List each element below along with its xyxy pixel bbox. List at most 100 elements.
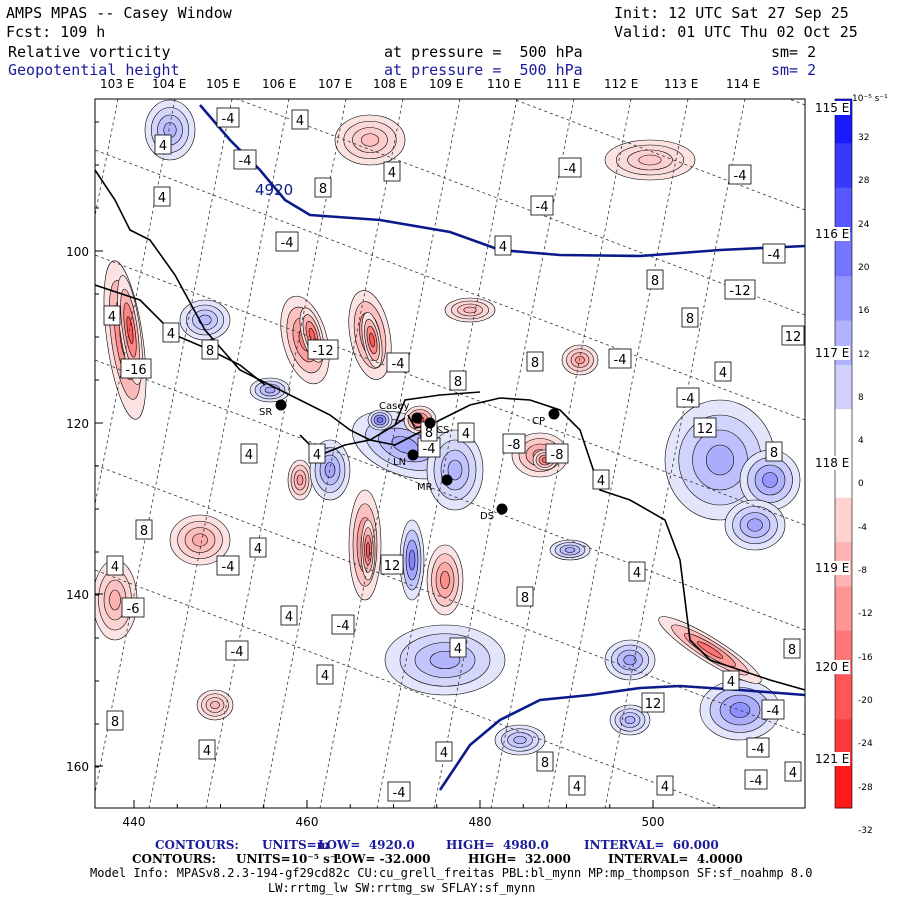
svg-text:8: 8: [788, 643, 796, 658]
contour-label: 8: [201, 339, 219, 360]
colorbar-tick-label: -24: [858, 739, 873, 750]
height-contours-interval: INTERVAL= 60.000: [584, 838, 719, 852]
station-label: CS: [436, 425, 449, 436]
lon-label: 112 E: [604, 77, 639, 91]
svg-text:-16: -16: [125, 363, 146, 378]
colorbar-segment: [835, 187, 852, 233]
contour-label: -4: [233, 149, 257, 170]
contour-label: 8: [536, 751, 554, 772]
svg-text:-4: -4: [231, 645, 244, 660]
contour-label: 4: [656, 775, 674, 796]
vorticity-contour-fill: [447, 459, 463, 481]
lat-label: 116 E: [814, 227, 851, 241]
svg-text:-4: -4: [393, 786, 406, 801]
contour-label: 4: [240, 443, 258, 464]
station-marker: [441, 474, 453, 486]
vorticity-contour-fill: [729, 702, 751, 718]
station-marker: [275, 399, 287, 411]
vorticity-contour-fill: [623, 654, 637, 666]
vorticity-contour-fill: [109, 589, 121, 611]
station-label: DS: [480, 511, 494, 522]
station-marker: [407, 449, 419, 461]
svg-text:4: 4: [167, 327, 175, 342]
colorbar-tick-label: -12: [858, 609, 873, 620]
colorbar-segment: [835, 497, 852, 543]
field1-smooth: sm= 2: [771, 43, 817, 61]
svg-text:12: 12: [645, 697, 662, 712]
lon-label: 114 E: [726, 77, 761, 91]
colorbar-tick-label: 4: [858, 436, 864, 447]
parallel-line: [511, 99, 805, 211]
colorbar-tick-label: 32: [858, 133, 870, 143]
svg-text:4: 4: [296, 114, 304, 129]
contour-label: -4: [216, 107, 240, 128]
model-title: AMPS MPAS -- Casey Window: [6, 4, 232, 22]
svg-text:4: 4: [158, 191, 166, 206]
meridian-line: [262, 99, 404, 808]
svg-text:4: 4: [727, 675, 735, 690]
contour-label: 4: [162, 322, 180, 343]
contour-label: -4: [530, 195, 554, 216]
contour-label: -12: [724, 279, 756, 300]
lon-label: 107 E: [318, 77, 353, 91]
lat-label: 118 E: [814, 456, 851, 470]
svg-text:-12: -12: [729, 284, 750, 299]
contour-label: -4: [216, 555, 240, 576]
vorticity-contour-fill: [264, 386, 276, 394]
coastline: [95, 284, 266, 386]
vorticity-contour-fill: [365, 542, 371, 558]
svg-text:4: 4: [245, 448, 253, 463]
colorbar-frame: [834, 98, 853, 809]
parallel-line: [788, 99, 805, 106]
svg-text:-4: -4: [750, 774, 763, 789]
lat-label: 121 E: [814, 752, 851, 766]
contour-label: 4: [154, 134, 172, 155]
svg-text:-4: -4: [536, 200, 549, 215]
station-marker: [424, 417, 436, 429]
colorbar-units: 10⁻⁵ s⁻¹: [852, 94, 888, 104]
contour-label: -4: [225, 640, 249, 661]
svg-text:8: 8: [541, 756, 549, 771]
station-label: SR: [259, 407, 272, 418]
svg-text:12: 12: [384, 559, 401, 574]
forecast-hour: Fcst: 109 h: [6, 23, 106, 41]
contour-label: -4: [387, 781, 411, 802]
lon-label: 108 E: [373, 77, 408, 91]
vorticity-contour-fill: [192, 533, 208, 547]
colorbar-tick-label: -20: [858, 695, 873, 706]
x-tick-label: 440: [123, 815, 146, 829]
station-label: CP: [532, 416, 545, 427]
field2-smooth: sm= 2: [771, 61, 817, 79]
vort-contours-label: CONTOURS:: [132, 852, 216, 866]
svg-text:4: 4: [111, 560, 119, 575]
svg-text:-4: -4: [768, 248, 781, 263]
contour-label: 4: [494, 235, 512, 256]
contour-label: 8: [681, 307, 699, 328]
height-contour-label: 4920: [255, 181, 293, 199]
svg-text:8: 8: [770, 446, 778, 461]
contour-label: 4: [249, 537, 267, 558]
lon-label: 106 E: [262, 77, 297, 91]
y-tick-label: 160: [66, 760, 89, 774]
colorbar-tick-label: -8: [858, 566, 867, 576]
vorticity-contour-fill: [575, 355, 585, 365]
vort-contours-high: HIGH= 32.000: [468, 852, 571, 866]
height-contour: [438, 684, 805, 791]
parallel-line: [95, 149, 805, 421]
contour-label: 4: [106, 555, 124, 576]
svg-text:-4: -4: [392, 357, 405, 372]
coastline: [299, 397, 805, 691]
contour-label: 4: [722, 670, 740, 691]
contour-label: -6: [121, 597, 145, 618]
svg-text:4: 4: [159, 139, 167, 154]
meridian-line: [95, 99, 233, 795]
y-tick-label: 100: [66, 245, 89, 259]
lat-label: 117 E: [814, 346, 851, 360]
contour-label: 4: [383, 161, 401, 182]
contour-label: 4: [316, 664, 334, 685]
svg-text:-4: -4: [337, 619, 350, 634]
contour-label: 8: [646, 269, 664, 290]
svg-text:4: 4: [597, 474, 605, 489]
station-label: Casey: [379, 401, 409, 412]
svg-text:8: 8: [531, 356, 539, 371]
